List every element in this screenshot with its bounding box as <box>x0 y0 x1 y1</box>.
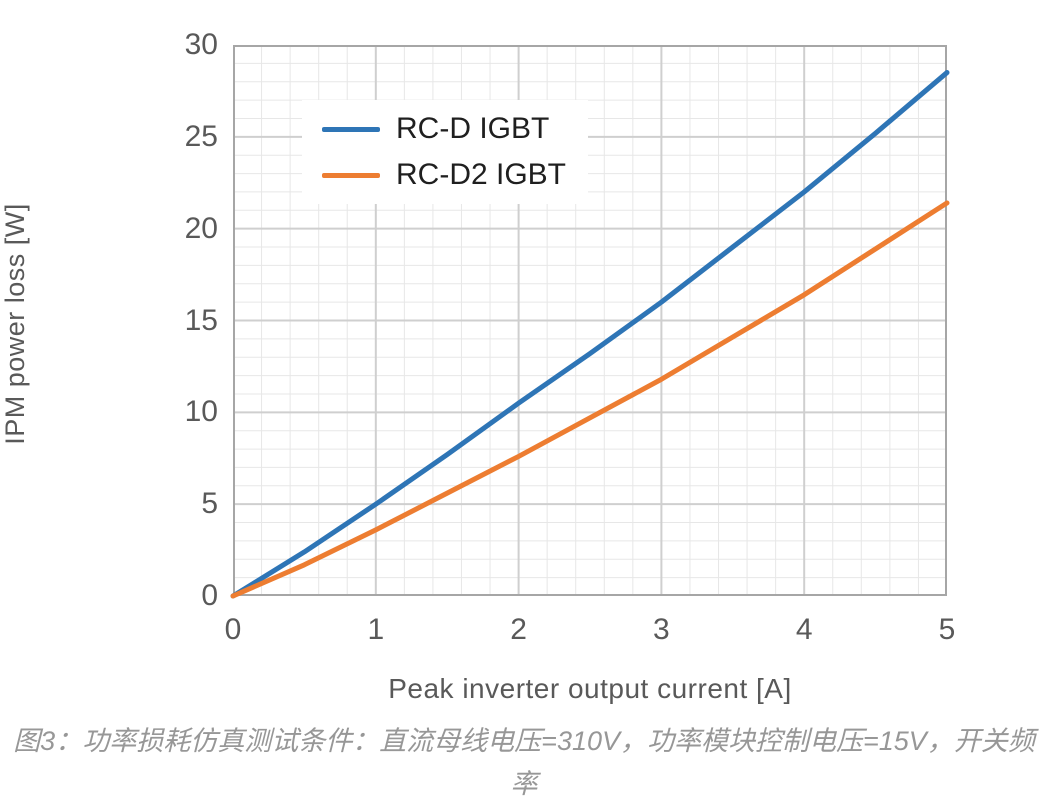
series-line-rc-d-igbt <box>230 70 950 599</box>
figure-caption: 图3：功率损耗仿真测试条件：直流母线电压=310V，功率模块控制电压=15V，开… <box>0 720 1048 805</box>
y-tick-label-5: 5 <box>201 487 218 521</box>
y-tick-label-0: 0 <box>201 579 218 612</box>
caption-line-1: 图3：功率损耗仿真测试条件：直流母线电压=310V，功率模块控制电压=15V，开… <box>13 726 1035 799</box>
rc-d-line-swatch <box>322 126 380 132</box>
plot-border <box>233 45 947 596</box>
legend-item-rc-d2: RC-D2 IGBT <box>322 152 588 198</box>
y-tick-label-20: 20 <box>184 211 218 245</box>
x-tick-label-0: 0 <box>224 613 242 646</box>
x-tick-label-2: 2 <box>510 613 527 646</box>
series-line-rc-d2-igbt <box>230 200 950 599</box>
legend-item-rc-d: RC-D IGBT <box>322 106 588 152</box>
legend-label-rc-d2: RC-D2 IGBT <box>396 158 567 191</box>
y-tick-label-10: 10 <box>184 395 218 429</box>
x-axis-title: Peak inverter output current [A] <box>388 673 792 704</box>
y-tick-label-15: 15 <box>184 303 218 337</box>
legend-label-rc-d: RC-D IGBT <box>396 112 550 145</box>
x-tick-label-5: 5 <box>938 613 956 646</box>
rc-d2-line-swatch <box>322 172 380 178</box>
legend: RC-D IGBT RC-D2 IGBT <box>302 100 588 204</box>
x-tick-label-3: 3 <box>653 613 670 646</box>
y-tick-label-25: 25 <box>184 119 218 153</box>
x-tick-label-1: 1 <box>367 613 385 646</box>
y-tick-label-30: 30 <box>184 28 218 61</box>
y-axis-title: IPM power loss [W] <box>0 203 30 445</box>
x-tick-label-4: 4 <box>795 613 813 646</box>
